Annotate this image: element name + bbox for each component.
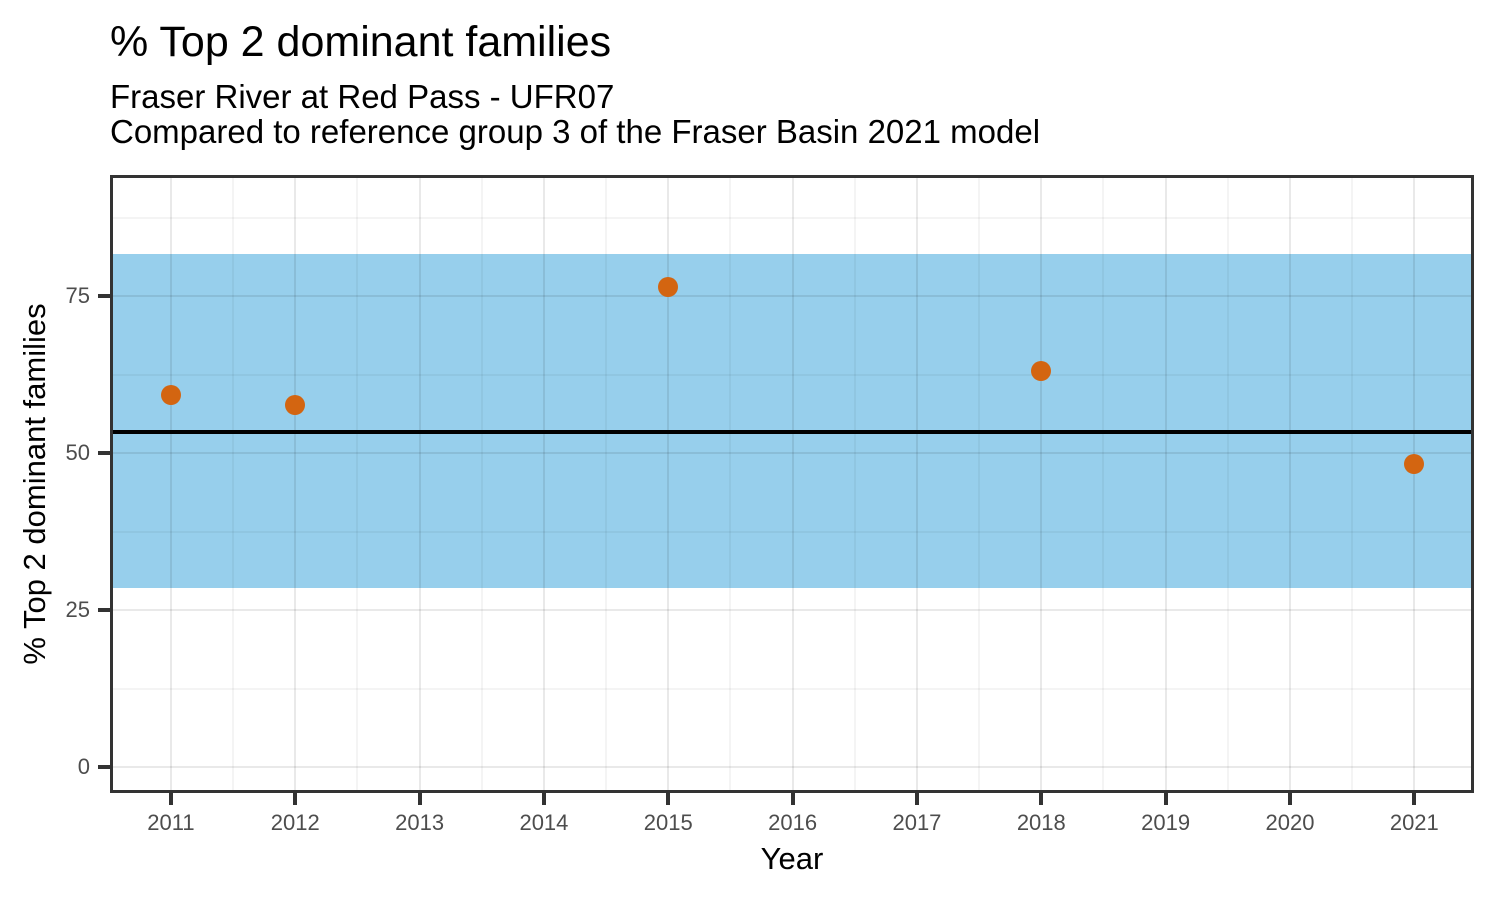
x-axis: 2011 2012 2013 2014 2015 2016 2017 2018 2019 2020…	[110, 793, 1474, 853]
gridline-minor-horizontal	[113, 530, 1471, 533]
gridline-major-vertical	[1164, 178, 1167, 790]
x-tick-mark	[1412, 793, 1417, 805]
plot-area	[113, 178, 1471, 790]
x-tick-label: 2017	[892, 810, 942, 835]
reference-line	[113, 429, 1471, 434]
gridline-major-vertical	[1040, 178, 1043, 790]
x-tick-label: 2014	[519, 810, 569, 835]
data-point	[1404, 453, 1425, 474]
gridline-major-horizontal	[113, 609, 1471, 611]
chart-title: % Top 2 dominant families	[110, 18, 612, 66]
gridline-major-horizontal	[113, 766, 1471, 768]
gridline-minor-vertical	[978, 178, 981, 790]
gridline-minor-vertical	[853, 178, 856, 790]
x-tick-mark	[541, 793, 546, 805]
x-tick-mark	[1287, 793, 1292, 805]
y-tick-label: 50	[65, 440, 90, 465]
gridline-major-vertical	[791, 178, 794, 790]
y-axis: 0 25 50 75	[0, 175, 110, 793]
x-tick-mark	[1039, 793, 1044, 805]
reference-band	[113, 253, 1471, 589]
x-axis-title: Year	[760, 841, 824, 876]
gridline-minor-vertical	[729, 178, 732, 790]
data-point	[160, 384, 181, 405]
gridline-major-vertical	[418, 178, 421, 790]
gridline-major-vertical	[1413, 178, 1416, 790]
data-point	[1031, 360, 1052, 381]
chart-subtitle-line1: Fraser River at Red Pass - UFR07	[110, 78, 615, 115]
x-tick-label: 2021	[1389, 810, 1439, 835]
x-tick-label: 2013	[395, 810, 445, 835]
y-tick-mark	[98, 608, 110, 612]
y-tick-mark	[98, 294, 110, 298]
gridline-minor-vertical	[356, 178, 359, 790]
x-tick-label: 2018	[1016, 810, 1066, 835]
gridline-major-vertical	[915, 178, 918, 790]
gridline-minor-vertical	[480, 178, 483, 790]
x-tick-label: 2019	[1141, 810, 1191, 835]
data-point	[658, 276, 679, 297]
gridline-major-vertical	[294, 178, 297, 790]
gridline-major-vertical	[169, 178, 172, 790]
y-tick-mark	[98, 451, 110, 455]
x-tick-mark	[417, 793, 422, 805]
gridline-minor-horizontal	[113, 373, 1471, 376]
gridline-minor-vertical	[1226, 178, 1229, 790]
x-tick-label: 2012	[270, 810, 320, 835]
gridline-major-horizontal	[113, 452, 1471, 454]
gridline-major-vertical	[667, 178, 670, 790]
x-tick-label: 2015	[643, 810, 693, 835]
y-tick-label: 25	[65, 597, 90, 622]
gridline-minor-vertical	[1351, 178, 1354, 790]
gridline-major-vertical	[542, 178, 545, 790]
x-tick-label: 2016	[768, 810, 818, 835]
gridline-minor-horizontal	[113, 687, 1471, 690]
gridline-major-horizontal	[113, 295, 1471, 297]
gridline-major-vertical	[1288, 178, 1291, 790]
x-tick-label: 2011	[147, 810, 195, 835]
data-point	[285, 395, 306, 416]
y-axis-title: % Top 2 dominant families	[17, 303, 52, 665]
gridline-minor-horizontal	[113, 216, 1471, 219]
x-tick-mark	[914, 793, 919, 805]
gridline-minor-vertical	[605, 178, 608, 790]
gridline-minor-vertical	[1102, 178, 1105, 790]
x-tick-mark	[1163, 793, 1168, 805]
x-tick-mark	[666, 793, 671, 805]
y-tick-label: 0	[77, 754, 90, 779]
chart-subtitle-line2: Compared to reference group 3 of the Fra…	[110, 113, 1041, 150]
x-tick-mark	[790, 793, 795, 805]
y-tick-mark	[98, 765, 110, 769]
y-tick-label: 75	[65, 283, 90, 308]
chart-subtitle: Fraser River at Red Pass - UFR07 Compare…	[110, 79, 1040, 149]
x-tick-label: 2020	[1265, 810, 1315, 835]
gridline-minor-vertical	[232, 178, 235, 790]
x-tick-mark	[168, 793, 173, 805]
x-tick-mark	[293, 793, 298, 805]
plot-panel	[110, 175, 1474, 793]
